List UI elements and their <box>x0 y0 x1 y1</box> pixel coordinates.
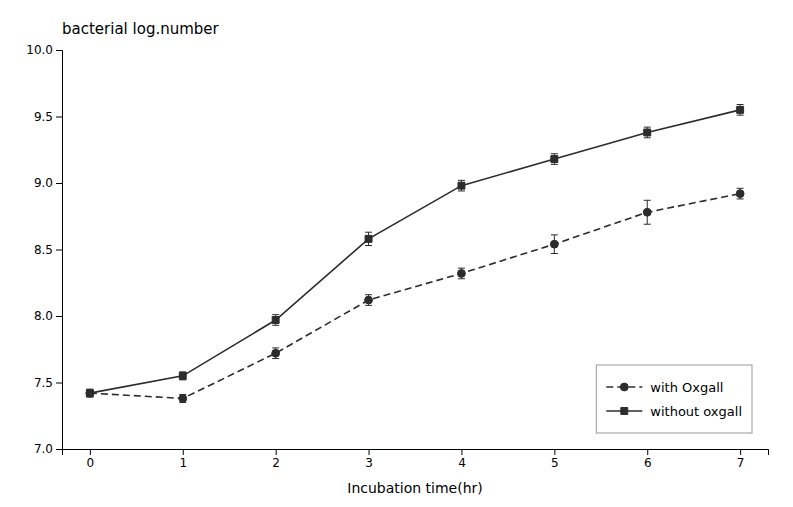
tick-label: 9.0 <box>34 176 53 190</box>
axis-line <box>56 51 63 450</box>
tick-mark <box>56 50 62 51</box>
point <box>365 235 372 242</box>
point <box>550 240 558 248</box>
error-bar <box>179 394 186 402</box>
line <box>90 110 740 393</box>
error-bar <box>365 232 372 245</box>
legend-item: with Oxgall <box>606 380 723 395</box>
error-bar <box>644 200 651 224</box>
tick: 3 <box>365 449 373 470</box>
tick-label: 3 <box>365 456 373 470</box>
tick-mark <box>56 449 62 450</box>
tick-mark <box>276 449 277 455</box>
error-bar <box>551 154 558 165</box>
x-axis-title: Incubation time(hr) <box>347 480 483 496</box>
tick-label: 7.5 <box>34 376 53 390</box>
error-bar <box>644 127 651 138</box>
tick: 1 <box>179 449 187 470</box>
point <box>179 395 187 403</box>
error-bar <box>272 348 279 359</box>
tick-mark <box>56 250 62 251</box>
y-axis-title: bacterial log.number <box>62 20 220 38</box>
tick-mark <box>183 449 184 455</box>
tick-label: 2 <box>272 456 280 470</box>
point <box>643 208 651 216</box>
tick: 7.5 <box>34 376 62 390</box>
tick-label: 0 <box>87 456 95 470</box>
legend-marker <box>621 408 628 415</box>
tick-label: 10.0 <box>26 43 53 57</box>
tick-label: 6 <box>644 456 652 470</box>
tick: 7.0 <box>34 442 62 456</box>
point <box>86 389 94 397</box>
error-bar <box>365 295 372 306</box>
tick: 0 <box>87 449 95 470</box>
legend: with Oxgall without oxgall <box>596 365 752 433</box>
error-bar <box>179 372 186 380</box>
tick-label: 1 <box>179 456 187 470</box>
point <box>365 296 373 304</box>
tick: 4 <box>458 449 466 470</box>
tick-mark <box>56 383 62 384</box>
legend-frame <box>596 365 752 433</box>
legend-label: with Oxgall <box>650 380 723 395</box>
tick-label: 7.0 <box>34 442 53 456</box>
legend-marker <box>620 383 628 391</box>
point <box>736 190 744 198</box>
tick: 2 <box>272 449 280 470</box>
tick-label: 9.5 <box>34 110 53 124</box>
tick-mark <box>369 449 370 455</box>
tick: 8.0 <box>34 309 62 323</box>
point <box>272 349 280 357</box>
point <box>737 106 744 113</box>
error-bar <box>458 268 465 279</box>
error-bar <box>458 180 465 191</box>
tick-mark <box>461 449 462 455</box>
error-bar <box>737 105 744 116</box>
tick-mark <box>56 117 62 118</box>
point <box>86 390 93 397</box>
tick: 7 <box>737 449 745 470</box>
y-axis: 7.0 7.5 8.0 8.5 9.0 9.5 10.0 <box>26 43 62 456</box>
chart: 0 1 2 3 4 5 6 7 7.0 7.5 8.0 8.5 9.0 9.5 10.0 with Oxgal… <box>0 0 793 507</box>
point <box>179 372 186 379</box>
tick-mark <box>740 449 741 455</box>
marks <box>86 105 744 403</box>
legend-label: without oxgall <box>650 404 742 419</box>
x-axis: 0 1 2 3 4 5 6 7 <box>63 449 769 470</box>
point <box>458 270 466 278</box>
point <box>644 129 651 136</box>
series <box>86 105 743 397</box>
tick-label: 8.5 <box>34 243 53 257</box>
tick: 10.0 <box>26 43 62 57</box>
point <box>551 156 558 163</box>
tick: 9.0 <box>34 176 62 190</box>
tick-mark <box>647 449 648 455</box>
tick: 5 <box>551 449 559 470</box>
point <box>458 182 465 189</box>
tick-label: 7 <box>737 456 745 470</box>
error-bar <box>86 390 93 395</box>
tick-mark <box>554 449 555 455</box>
tick-mark <box>56 316 62 317</box>
point <box>272 317 279 324</box>
plot-area: 0 1 2 3 4 5 6 7 7.0 7.5 8.0 8.5 9.0 9.5 10.0 with Oxgal… <box>26 43 768 469</box>
tick-mark <box>56 183 62 184</box>
tick: 9.5 <box>34 110 62 124</box>
error-bar <box>272 315 279 326</box>
tick: 8.5 <box>34 243 62 257</box>
error-bar <box>551 235 558 254</box>
legend-item: without oxgall <box>606 404 742 419</box>
tick-label: 4 <box>458 456 466 470</box>
error-bar <box>86 389 93 397</box>
tick-label: 8.0 <box>34 309 53 323</box>
error-bar <box>737 188 744 199</box>
tick-mark <box>90 449 91 455</box>
tick-label: 5 <box>551 456 559 470</box>
axis-line <box>63 450 769 456</box>
tick: 6 <box>644 449 652 470</box>
